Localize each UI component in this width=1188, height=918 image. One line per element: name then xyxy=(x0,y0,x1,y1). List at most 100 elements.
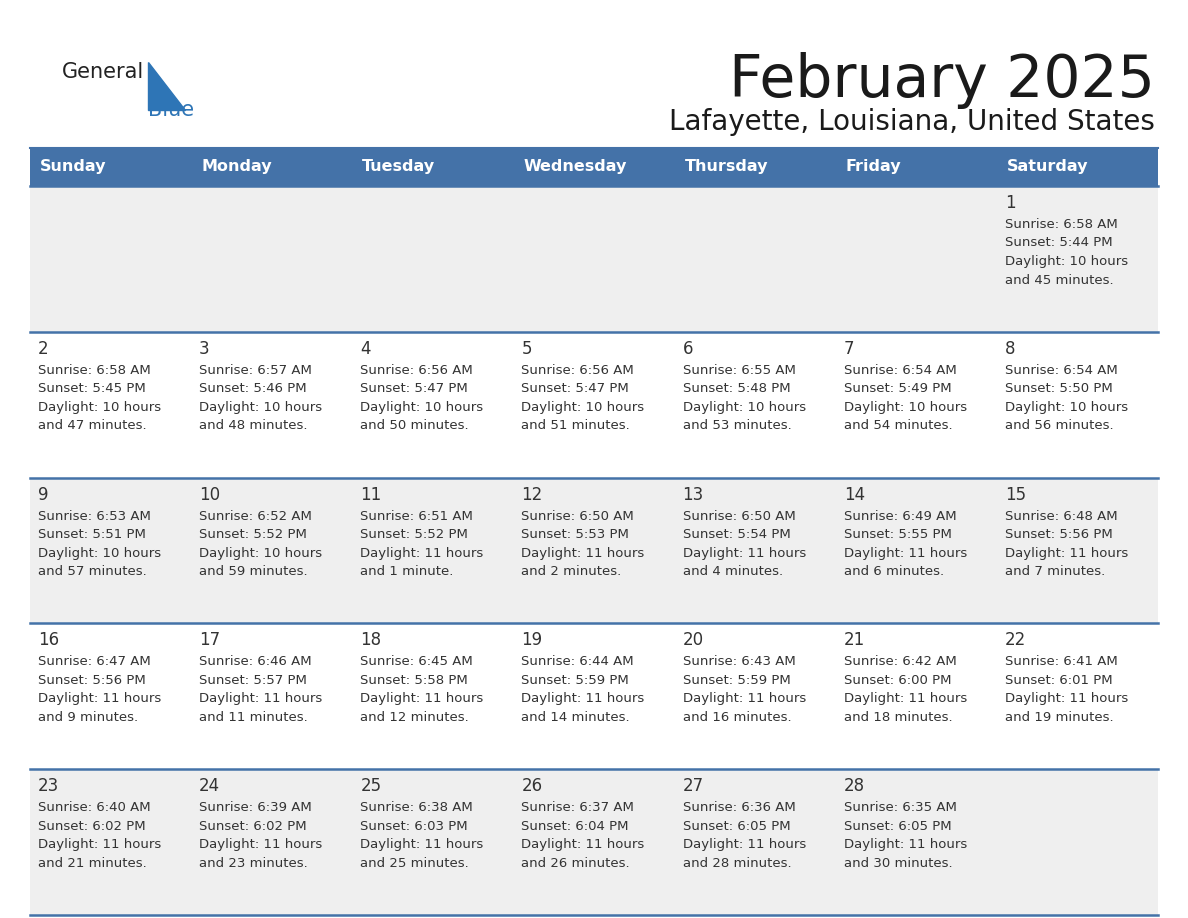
Text: Sunrise: 6:35 AM: Sunrise: 6:35 AM xyxy=(843,801,956,814)
Bar xyxy=(30,623,191,769)
Text: Sunrise: 6:45 AM: Sunrise: 6:45 AM xyxy=(360,655,473,668)
Text: Sunset: 5:54 PM: Sunset: 5:54 PM xyxy=(683,528,790,541)
Text: Thursday: Thursday xyxy=(684,160,769,174)
Text: 9: 9 xyxy=(38,486,49,504)
Text: Sunrise: 6:58 AM: Sunrise: 6:58 AM xyxy=(1005,218,1118,231)
Bar xyxy=(675,623,835,769)
Text: 12: 12 xyxy=(522,486,543,504)
Text: 26: 26 xyxy=(522,778,543,795)
Text: General: General xyxy=(62,62,144,82)
Bar xyxy=(675,769,835,915)
Bar xyxy=(191,623,353,769)
Text: Daylight: 11 hours: Daylight: 11 hours xyxy=(522,838,645,851)
Text: Sunset: 5:53 PM: Sunset: 5:53 PM xyxy=(522,528,630,541)
Bar xyxy=(353,623,513,769)
Text: Sunset: 5:51 PM: Sunset: 5:51 PM xyxy=(38,528,146,541)
Text: and 25 minutes.: and 25 minutes. xyxy=(360,856,469,869)
Text: Sunset: 5:59 PM: Sunset: 5:59 PM xyxy=(522,674,630,687)
Text: and 18 minutes.: and 18 minutes. xyxy=(843,711,953,724)
Bar xyxy=(353,148,513,186)
Text: Daylight: 11 hours: Daylight: 11 hours xyxy=(360,838,484,851)
Text: Daylight: 11 hours: Daylight: 11 hours xyxy=(843,692,967,705)
Text: Daylight: 10 hours: Daylight: 10 hours xyxy=(1005,401,1127,414)
Text: Sunset: 5:56 PM: Sunset: 5:56 PM xyxy=(1005,528,1113,541)
Text: Sunset: 5:46 PM: Sunset: 5:46 PM xyxy=(200,382,307,396)
Text: 11: 11 xyxy=(360,486,381,504)
Text: 13: 13 xyxy=(683,486,703,504)
Text: and 7 minutes.: and 7 minutes. xyxy=(1005,565,1105,578)
Text: and 23 minutes.: and 23 minutes. xyxy=(200,856,308,869)
Text: Sunset: 6:00 PM: Sunset: 6:00 PM xyxy=(843,674,952,687)
Bar xyxy=(30,148,191,186)
Text: and 47 minutes.: and 47 minutes. xyxy=(38,420,146,432)
Text: Sunrise: 6:55 AM: Sunrise: 6:55 AM xyxy=(683,364,796,376)
Text: Sunrise: 6:48 AM: Sunrise: 6:48 AM xyxy=(1005,509,1118,522)
Text: February 2025: February 2025 xyxy=(729,52,1155,109)
Text: 24: 24 xyxy=(200,778,220,795)
Bar xyxy=(675,148,835,186)
Text: Sunset: 6:04 PM: Sunset: 6:04 PM xyxy=(522,820,628,833)
Text: Sunset: 6:02 PM: Sunset: 6:02 PM xyxy=(38,820,146,833)
Text: Sunrise: 6:56 AM: Sunrise: 6:56 AM xyxy=(360,364,473,376)
Text: Lafayette, Louisiana, United States: Lafayette, Louisiana, United States xyxy=(669,108,1155,136)
Text: Daylight: 11 hours: Daylight: 11 hours xyxy=(843,838,967,851)
Text: 4: 4 xyxy=(360,340,371,358)
Bar xyxy=(513,331,675,477)
Text: and 2 minutes.: and 2 minutes. xyxy=(522,565,621,578)
Text: 7: 7 xyxy=(843,340,854,358)
Text: Sunset: 5:47 PM: Sunset: 5:47 PM xyxy=(360,382,468,396)
Text: Sunrise: 6:47 AM: Sunrise: 6:47 AM xyxy=(38,655,151,668)
Text: Sunset: 5:55 PM: Sunset: 5:55 PM xyxy=(843,528,952,541)
Bar xyxy=(997,623,1158,769)
Text: Wednesday: Wednesday xyxy=(524,160,627,174)
Text: Sunset: 5:56 PM: Sunset: 5:56 PM xyxy=(38,674,146,687)
Bar xyxy=(30,186,191,331)
Text: and 59 minutes.: and 59 minutes. xyxy=(200,565,308,578)
Text: 8: 8 xyxy=(1005,340,1016,358)
Text: Daylight: 10 hours: Daylight: 10 hours xyxy=(843,401,967,414)
Text: 1: 1 xyxy=(1005,194,1016,212)
Text: and 6 minutes.: and 6 minutes. xyxy=(843,565,943,578)
Bar xyxy=(353,331,513,477)
Text: Daylight: 10 hours: Daylight: 10 hours xyxy=(38,546,162,560)
Bar xyxy=(353,186,513,331)
Text: Daylight: 11 hours: Daylight: 11 hours xyxy=(360,692,484,705)
Text: Sunrise: 6:50 AM: Sunrise: 6:50 AM xyxy=(683,509,795,522)
Bar xyxy=(191,186,353,331)
Text: Sunset: 5:49 PM: Sunset: 5:49 PM xyxy=(843,382,952,396)
Text: and 53 minutes.: and 53 minutes. xyxy=(683,420,791,432)
Text: Blue: Blue xyxy=(148,100,194,120)
Text: and 12 minutes.: and 12 minutes. xyxy=(360,711,469,724)
Text: Sunrise: 6:42 AM: Sunrise: 6:42 AM xyxy=(843,655,956,668)
Text: 3: 3 xyxy=(200,340,210,358)
Text: Sunrise: 6:52 AM: Sunrise: 6:52 AM xyxy=(200,509,312,522)
Text: and 30 minutes.: and 30 minutes. xyxy=(843,856,953,869)
Text: Daylight: 11 hours: Daylight: 11 hours xyxy=(683,838,805,851)
Text: and 9 minutes.: and 9 minutes. xyxy=(38,711,138,724)
Text: and 54 minutes.: and 54 minutes. xyxy=(843,420,953,432)
Text: Sunset: 5:47 PM: Sunset: 5:47 PM xyxy=(522,382,630,396)
Text: Daylight: 11 hours: Daylight: 11 hours xyxy=(683,692,805,705)
Text: Daylight: 11 hours: Daylight: 11 hours xyxy=(360,546,484,560)
Text: and 14 minutes.: and 14 minutes. xyxy=(522,711,630,724)
Text: 14: 14 xyxy=(843,486,865,504)
Text: Sunset: 5:44 PM: Sunset: 5:44 PM xyxy=(1005,237,1112,250)
Text: Daylight: 11 hours: Daylight: 11 hours xyxy=(522,546,645,560)
Text: Daylight: 11 hours: Daylight: 11 hours xyxy=(843,546,967,560)
Text: and 1 minute.: and 1 minute. xyxy=(360,565,454,578)
Text: and 4 minutes.: and 4 minutes. xyxy=(683,565,783,578)
Text: 22: 22 xyxy=(1005,632,1026,649)
Bar xyxy=(835,186,997,331)
Text: Tuesday: Tuesday xyxy=(362,160,436,174)
Text: and 48 minutes.: and 48 minutes. xyxy=(200,420,308,432)
Text: Daylight: 10 hours: Daylight: 10 hours xyxy=(200,401,322,414)
Text: Sunrise: 6:54 AM: Sunrise: 6:54 AM xyxy=(843,364,956,376)
Text: Daylight: 11 hours: Daylight: 11 hours xyxy=(522,692,645,705)
Bar xyxy=(835,331,997,477)
Text: and 21 minutes.: and 21 minutes. xyxy=(38,856,147,869)
Text: 21: 21 xyxy=(843,632,865,649)
Text: and 51 minutes.: and 51 minutes. xyxy=(522,420,630,432)
Bar xyxy=(675,477,835,623)
Text: and 28 minutes.: and 28 minutes. xyxy=(683,856,791,869)
Text: 20: 20 xyxy=(683,632,703,649)
